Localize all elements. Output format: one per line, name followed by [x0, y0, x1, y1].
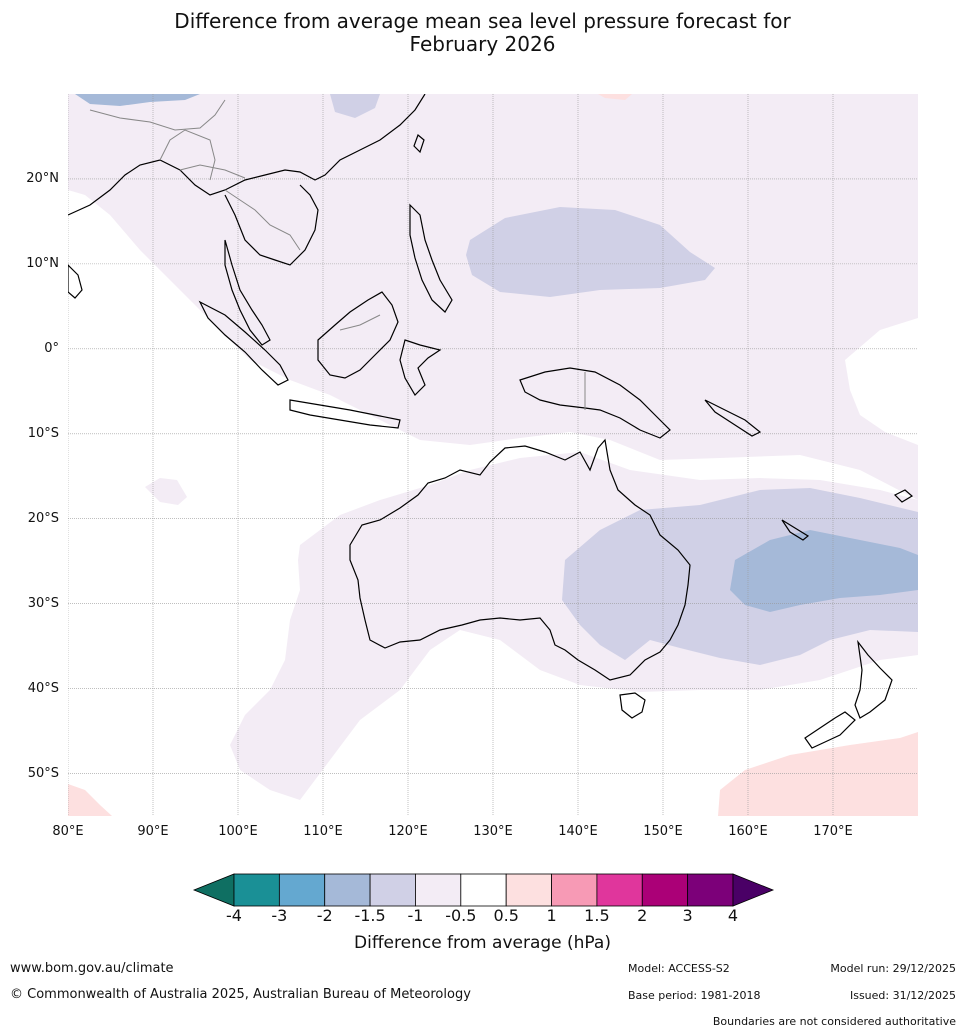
coastline-australia — [349, 438, 691, 681]
colorbar-tick: 3 — [682, 906, 693, 925]
border-indochina-1 — [224, 189, 301, 251]
coastline-new-caledonia — [781, 519, 810, 541]
lat-label-20s: 20°S — [27, 510, 59, 526]
lon-label-160e: 160°E — [728, 824, 768, 839]
lon-label-150e: 150°E — [643, 824, 683, 839]
colorbar-tick: 2 — [637, 906, 648, 925]
coastline-sulawesi — [399, 339, 442, 396]
anomaly-region-stronger-negative-north — [75, 94, 200, 106]
anomaly-region-positive-southeast — [718, 732, 918, 816]
lon-label-130e: 130°E — [473, 824, 513, 839]
anomaly-region-moderate-negative-top — [330, 94, 380, 118]
country-borders — [89, 99, 586, 410]
coastline-philippines — [409, 203, 453, 313]
coastline-fiji — [893, 489, 914, 503]
graticule — [68, 94, 918, 816]
lon-label-110e: 110°E — [303, 824, 343, 839]
map-title-line-2: February 2026 — [409, 32, 556, 56]
lat-label-10n: 10°N — [26, 255, 59, 271]
coastline-sumatra — [198, 300, 289, 386]
colorbar-tick: 1 — [546, 906, 557, 925]
coastline-sri-lanka — [68, 264, 83, 299]
border-indochina-2 — [179, 164, 246, 179]
coastline-solomon-islands — [704, 399, 762, 437]
base-period-text: Base period: 1981-2018 — [628, 989, 761, 1002]
lon-label-80e: 80°E — [52, 824, 84, 839]
anomaly-region-small-patch — [145, 478, 187, 505]
coastline-borneo — [317, 291, 399, 379]
border-myanmar — [159, 129, 216, 181]
anomaly-region-moderate-negative-north — [466, 207, 715, 297]
colorbar-tick: 0.5 — [493, 906, 519, 925]
model-text: Model: ACCESS-S2 — [628, 962, 730, 975]
colorbar-tick: -2 — [316, 906, 333, 925]
coastline-new-zealand-south — [804, 711, 856, 749]
anomaly-region-stronger-negative — [730, 530, 918, 612]
lon-label-120e: 120°E — [388, 824, 428, 839]
website-link[interactable]: www.bom.gov.au/climate — [10, 961, 174, 976]
colorbar-tick: 1.5 — [584, 906, 610, 925]
lon-label-170e: 170°E — [813, 824, 853, 839]
coastline-malay-peninsula — [224, 239, 271, 346]
map-title: Difference from average mean sea level p… — [0, 10, 965, 56]
coastline-java — [289, 399, 401, 429]
anomaly-region-positive-north — [598, 94, 632, 100]
border-borneo — [339, 314, 381, 331]
lat-label-30s: 30°S — [27, 595, 59, 611]
map-content — [68, 94, 918, 816]
map-title-line-1: Difference from average mean sea level p… — [174, 9, 791, 33]
colorbar-tick: -0.5 — [445, 906, 477, 925]
coastline-tasmania — [619, 692, 646, 719]
anomaly-region-positive-southwest — [68, 784, 112, 816]
lon-label-100e: 100°E — [218, 824, 258, 839]
lat-label-40s: 40°S — [27, 680, 59, 696]
lon-label-90e: 90°E — [137, 824, 169, 839]
model-run-text: Model run: 29/12/2025 — [830, 962, 956, 975]
coastline-taiwan — [413, 133, 425, 154]
colorbar-tick: -1.5 — [354, 906, 386, 925]
coastline-indochina — [224, 184, 319, 266]
lat-label-20n: 20°N — [26, 170, 59, 186]
colorbar-title: Difference from average (hPa) — [354, 933, 611, 953]
issued-text: Issued: 31/12/2025 — [849, 989, 956, 1002]
copyright-text: © Commonwealth of Australia 2025, Austra… — [10, 987, 471, 1002]
lat-label-equator: 0° — [44, 340, 59, 356]
colorbar-tick: -1 — [407, 906, 424, 925]
coastlines — [68, 94, 914, 749]
coastline-new-zealand-north — [854, 639, 893, 719]
colorbar-tick: -4 — [226, 906, 242, 925]
lon-label-140e: 140°E — [558, 824, 598, 839]
lat-label-50s: 50°S — [27, 765, 59, 781]
lat-label-10s: 10°S — [27, 425, 59, 441]
colorbar-tick: -3 — [271, 906, 288, 925]
border-china-north — [89, 99, 226, 131]
coastline-new-guinea — [519, 367, 671, 439]
colorbar-tick: 4 — [727, 906, 739, 925]
coastline-asia-mainland — [68, 94, 426, 216]
boundaries-disclaimer: Boundaries are not considered authoritat… — [712, 1015, 956, 1028]
